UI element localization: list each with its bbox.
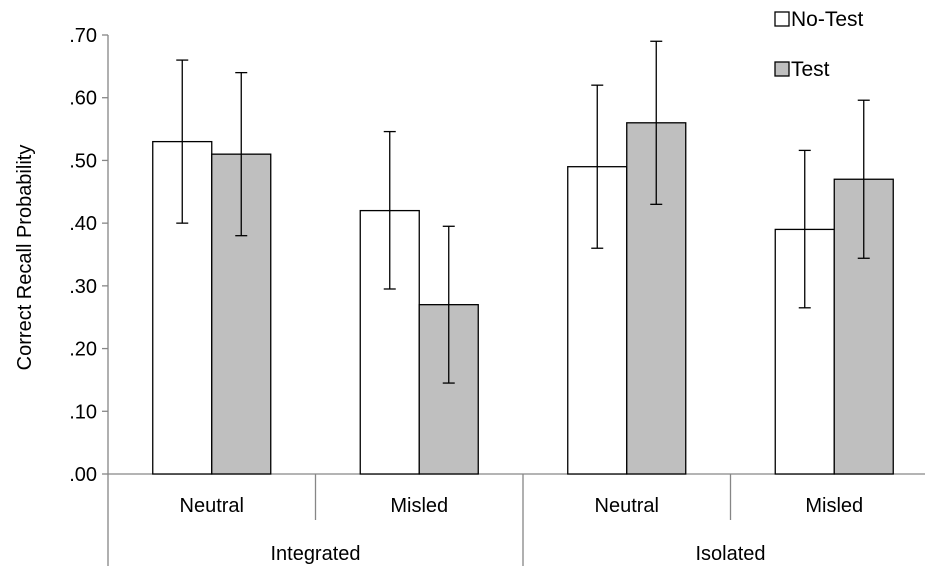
y-tick-label: .60: [69, 88, 97, 110]
x-tick-label: Neutral: [595, 495, 659, 517]
legend-label: Test: [791, 58, 830, 81]
y-tick-label: .40: [69, 213, 97, 235]
legend-label: No-Test: [791, 8, 864, 31]
x-group-label: Isolated: [695, 543, 765, 565]
legend-swatch-no-test: [774, 11, 790, 27]
y-tick-label: .20: [69, 339, 97, 361]
x-tick-label: Misled: [805, 495, 863, 517]
x-group-label: Integrated: [270, 543, 360, 565]
x-tick-label: Misled: [390, 495, 448, 517]
x-tick-label: Neutral: [180, 495, 244, 517]
y-axis-title: Correct Recall Probability: [14, 145, 36, 371]
y-tick-label: .10: [69, 401, 97, 423]
y-tick-label: .30: [69, 276, 97, 298]
y-tick-label: .50: [69, 150, 97, 172]
y-tick-label: .00: [69, 464, 97, 486]
legend-swatch-test: [774, 61, 790, 77]
y-tick-label: .70: [69, 25, 97, 47]
